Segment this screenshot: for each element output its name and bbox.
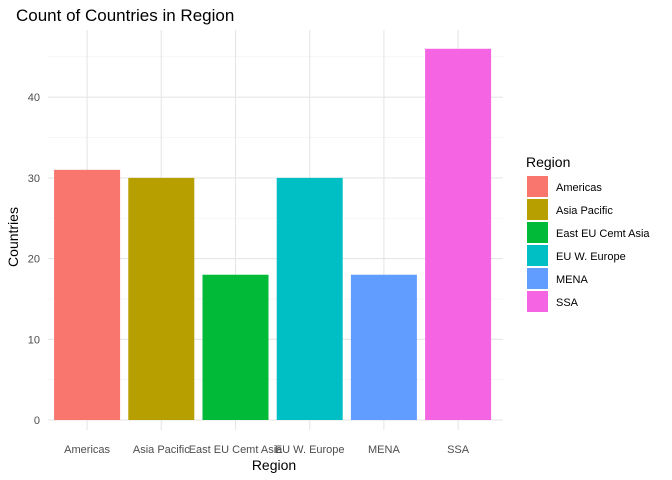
legend-label: Asia Pacific [556,205,613,217]
x-tick-label: EU W. Europe [275,444,345,456]
legend-swatch [527,222,548,243]
y-tick-label: 30 [28,173,40,185]
bar-eu-w-europe [276,177,343,420]
bar-ssa [425,48,492,420]
legend-title: Region [526,154,570,170]
legend-swatch [527,291,548,312]
y-tick-labels: 0 10 20 30 40 [28,92,40,427]
bar-east-eu-cemt-asia [202,274,269,420]
legend-label: East EU Cemt Asia [556,228,650,240]
x-axis-title: Region [252,457,296,473]
x-tick-label: Americas [64,444,110,456]
legend-swatch [527,199,548,220]
legend: Region Americas Asia Pacific East EU Cemt … [526,154,650,312]
y-tick-label: 10 [28,334,40,346]
legend-items: Americas Asia Pacific East EU Cemt Asia EU … [527,176,650,312]
y-axis-title: Countries [5,207,21,267]
x-tick-label: SSA [447,444,470,456]
legend-label: EU W. Europe [556,251,626,263]
legend-label: SSA [556,297,579,309]
x-tick-label: East EU Cemt Asia [189,444,283,456]
bars [54,48,492,420]
x-tick-label: MENA [368,444,400,456]
legend-swatch [527,176,548,197]
chart-title: Count of Countries in Region [16,6,234,25]
legend-label: Americas [556,182,602,194]
y-tick-label: 20 [28,254,40,266]
x-tick-label: Asia Pacific [133,444,190,456]
legend-swatch [527,268,548,289]
bar-americas [54,169,121,420]
y-tick-label: 0 [34,415,40,427]
bar-asia-pacific [128,177,195,420]
legend-swatch [527,245,548,266]
bar-mena [350,274,417,420]
legend-label: MENA [556,274,588,286]
y-tick-label: 40 [28,92,40,104]
